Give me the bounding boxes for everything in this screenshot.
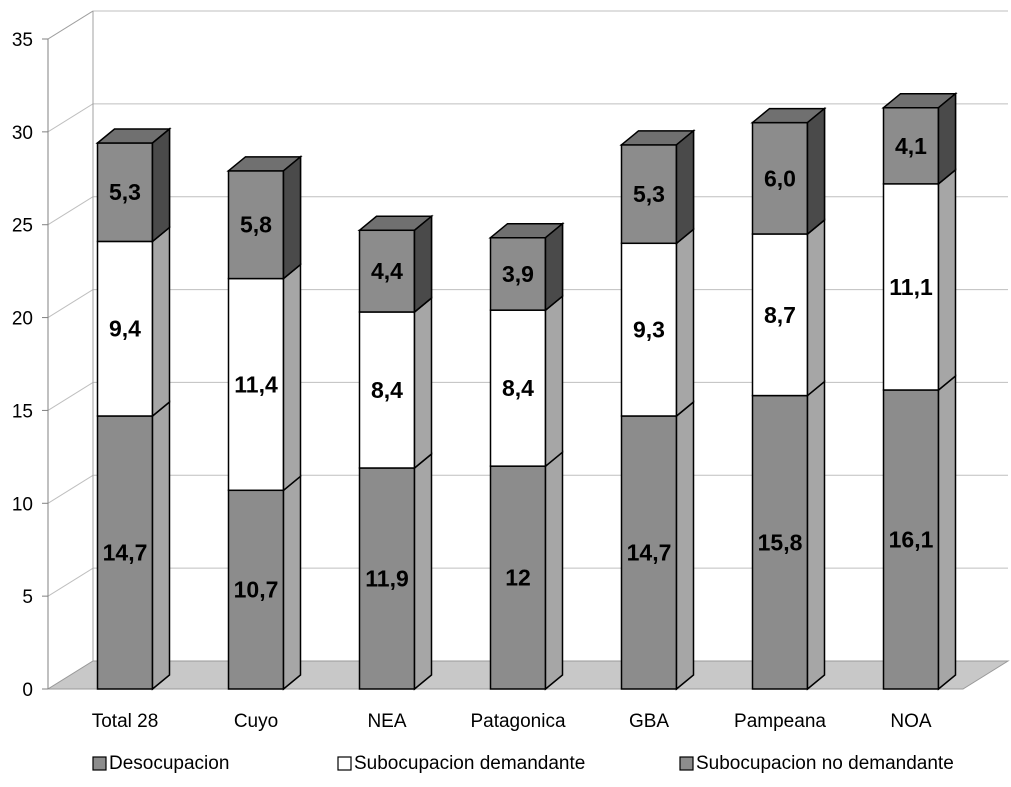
- side-wall-gridline: [47, 289, 94, 318]
- bar-segment: [227, 170, 285, 280]
- bar-side-face: [151, 225, 171, 418]
- category-label: Patagonica: [470, 711, 566, 732]
- bar-side-face: [675, 227, 695, 418]
- data-label: 3,9: [502, 261, 534, 287]
- bar-side-face: [937, 374, 957, 691]
- y-tick-label: 0: [22, 680, 33, 701]
- bar-segment: [489, 236, 547, 311]
- side-wall-gridline: [47, 382, 94, 411]
- data-label: 10,7: [234, 577, 279, 603]
- bar-segment: [620, 242, 678, 417]
- y-tick-label: 30: [12, 123, 33, 144]
- side-wall-gridline: [47, 567, 94, 597]
- bar-side-face-top: [282, 155, 302, 281]
- bar-side-face: [413, 296, 433, 470]
- side-wall-gridline: [47, 474, 94, 504]
- data-label: 11,1: [889, 274, 933, 300]
- category-label: Cuyo: [234, 711, 278, 732]
- bar-side-face: [413, 452, 433, 691]
- category-label: NEA: [367, 711, 406, 732]
- side-wall-gridline: [47, 196, 94, 226]
- category-label: NOA: [890, 711, 932, 732]
- data-label: 12: [505, 565, 531, 591]
- category-label: Total 28: [92, 711, 159, 732]
- data-label: 5,8: [240, 212, 272, 238]
- bar-segment: [620, 144, 678, 245]
- data-label: 5,3: [633, 181, 665, 207]
- y-tick-label: 20: [12, 309, 33, 330]
- data-label: 8,7: [764, 302, 796, 328]
- data-label: 14,7: [627, 540, 672, 566]
- bar-segment: [358, 311, 416, 469]
- side-wall-gridline: [47, 103, 94, 133]
- data-label: 8,4: [371, 377, 403, 403]
- data-label: 9,4: [109, 316, 141, 342]
- bar-side-face: [282, 262, 302, 492]
- legend-label: Subocupacion demandante: [354, 753, 585, 774]
- legend-label: Subocupacion no demandante: [696, 753, 954, 774]
- y-tick-label: 35: [12, 30, 33, 51]
- data-label: 14,7: [103, 540, 148, 566]
- bar-segment: [358, 229, 416, 313]
- data-label: 16,1: [889, 527, 934, 553]
- data-label: 8,4: [502, 375, 534, 401]
- bar-segment: [358, 467, 416, 690]
- data-label: 15,8: [758, 529, 803, 555]
- legend-swatch: [679, 756, 694, 771]
- data-label: 11,4: [234, 371, 278, 397]
- y-tick-label: 15: [12, 401, 33, 422]
- legend-swatch: [92, 756, 107, 771]
- data-label: 4,1: [895, 133, 927, 159]
- bar-segment: [751, 121, 809, 235]
- bar-side-face-top: [937, 92, 957, 186]
- legend-swatch: [337, 756, 352, 771]
- category-label: Pampeana: [734, 711, 826, 732]
- bar-side-face: [151, 400, 171, 691]
- bar-side-face: [544, 450, 564, 691]
- y-tick-label: 25: [12, 216, 33, 237]
- bar-side-face: [806, 218, 826, 398]
- bar-side-face: [806, 379, 826, 691]
- bar-segment: [882, 389, 940, 690]
- bar-side-face: [282, 474, 302, 691]
- bar-side-face: [675, 400, 695, 691]
- data-label: 5,3: [109, 179, 141, 205]
- side-wall-top-edge: [47, 10, 94, 40]
- bar-side-face-top: [675, 129, 695, 245]
- data-label: 4,4: [371, 258, 403, 284]
- legend-label: Desocupacion: [109, 753, 229, 774]
- data-label: 9,3: [633, 317, 665, 343]
- y-tick-label: 5: [22, 587, 33, 608]
- bar-side-face: [937, 168, 957, 392]
- bar-segment: [620, 415, 678, 690]
- bar-segment: [96, 415, 154, 690]
- bar-segment: [751, 394, 809, 690]
- y-tick-label: 10: [12, 494, 33, 515]
- bar-segment: [489, 309, 547, 467]
- category-label: GBA: [629, 711, 669, 732]
- bar-segment: [489, 465, 547, 690]
- bar-side-face-top: [151, 127, 171, 244]
- bar-side-face: [544, 294, 564, 468]
- bar-side-face-top: [413, 214, 433, 314]
- data-label: 11,9: [365, 566, 409, 592]
- bar-segment: [227, 277, 285, 492]
- bar-side-face-top: [544, 222, 564, 312]
- bar-side-face-top: [806, 106, 826, 236]
- data-label: 6,0: [764, 165, 796, 191]
